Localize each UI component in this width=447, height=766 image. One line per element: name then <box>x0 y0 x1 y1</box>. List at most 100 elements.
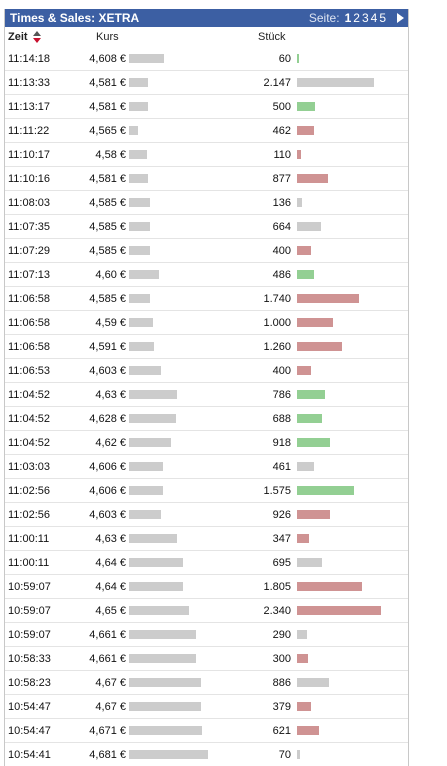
trade-price: 4,63 € <box>95 533 126 545</box>
column-header-zeit[interactable]: Zeit <box>8 31 28 43</box>
trade-time: 11:00:11 <box>8 557 50 569</box>
trade-time: 11:13:17 <box>8 101 51 113</box>
price-bar <box>129 462 163 471</box>
volume-bar <box>297 270 314 279</box>
trade-time: 10:54:41 <box>8 749 51 761</box>
column-header-row: Zeit Kurs Stück <box>5 27 408 47</box>
trade-row: 11:07:35 4,585 € 664 <box>5 215 408 239</box>
price-bar <box>129 78 148 87</box>
trade-price: 4,67 € <box>95 701 126 713</box>
trade-price: 4,591 € <box>89 341 126 353</box>
trade-row: 11:13:17 4,581 € 500 <box>5 95 408 119</box>
volume-bar <box>297 198 302 207</box>
sort-arrows-icon[interactable] <box>33 31 41 43</box>
trade-time: 11:06:58 <box>8 317 51 329</box>
trade-time: 10:59:07 <box>8 581 51 593</box>
volume-bar <box>297 126 314 135</box>
pager-label: Seite: <box>308 11 340 25</box>
trade-price: 4,606 € <box>89 461 126 473</box>
trade-price: 4,603 € <box>89 365 126 377</box>
price-bar <box>129 726 202 735</box>
trade-volume: 786 <box>272 389 291 401</box>
trade-row: 11:00:11 4,63 € 347 <box>5 527 408 551</box>
page-link-1[interactable]: 1 <box>344 11 352 25</box>
price-bar <box>129 342 154 351</box>
trade-volume: 486 <box>272 269 291 281</box>
trade-row: 11:02:56 4,603 € 926 <box>5 503 408 527</box>
trade-row: 10:59:07 4,65 € 2.340 <box>5 599 408 623</box>
trade-time: 11:04:52 <box>8 389 51 401</box>
volume-bar <box>297 486 354 495</box>
trade-volume: 688 <box>272 413 291 425</box>
price-bar <box>129 150 147 159</box>
trade-row: 11:03:03 4,606 € 461 <box>5 455 408 479</box>
column-header-kurs[interactable]: Kurs <box>96 31 119 43</box>
price-bar <box>129 534 177 543</box>
page-link-2[interactable]: 2 <box>353 11 360 25</box>
volume-bar <box>297 438 330 447</box>
trade-row: 11:07:13 4,60 € 486 <box>5 263 408 287</box>
trade-time: 11:13:33 <box>8 77 51 89</box>
trade-row: 11:06:58 4,591 € 1.260 <box>5 335 408 359</box>
trade-time: 11:06:58 <box>8 341 51 353</box>
trade-time: 11:00:11 <box>8 533 50 545</box>
price-bar <box>129 366 161 375</box>
page-link-3[interactable]: 3 <box>361 11 369 25</box>
column-header-stueck[interactable]: Stück <box>258 31 286 43</box>
trade-price: 4,671 € <box>89 725 126 737</box>
trade-volume: 110 <box>273 149 291 161</box>
trade-row: 10:54:47 4,67 € 379 <box>5 695 408 719</box>
trade-time: 11:07:13 <box>8 269 51 281</box>
page-link-4[interactable]: 4 <box>370 11 378 25</box>
trade-volume: 695 <box>272 557 291 569</box>
price-bar <box>129 414 176 423</box>
trade-row: 11:06:53 4,603 € 400 <box>5 359 408 383</box>
trade-price: 4,565 € <box>89 125 126 137</box>
trade-volume: 379 <box>272 701 291 713</box>
next-page-icon[interactable] <box>397 13 404 23</box>
trade-volume: 400 <box>272 245 291 257</box>
trade-volume: 462 <box>272 125 291 137</box>
price-bar <box>129 678 201 687</box>
trade-price: 4,603 € <box>89 509 126 521</box>
volume-bar <box>297 510 330 519</box>
trades-list: 11:14:18 4,608 €60 11:13:33 4,581 €2.147 11:… <box>5 47 408 766</box>
volume-bar <box>297 318 333 327</box>
trade-row: 11:10:17 4,58 € 110 <box>5 143 408 167</box>
trade-price: 4,62 € <box>95 437 126 449</box>
trade-volume: 2.340 <box>263 605 291 617</box>
price-bar <box>129 486 163 495</box>
price-bar <box>129 294 150 303</box>
trade-row: 11:04:52 4,62 € 918 <box>5 431 408 455</box>
price-bar <box>129 558 183 567</box>
volume-bar <box>297 54 299 63</box>
trade-volume: 500 <box>272 101 291 113</box>
trade-price: 4,585 € <box>89 197 126 209</box>
trade-row: 11:13:33 4,581 € 2.147 <box>5 71 408 95</box>
trade-time: 11:04:52 <box>8 413 51 425</box>
trade-row: 10:58:33 4,661 € 300 <box>5 647 408 671</box>
trade-row: 11:14:18 4,608 € 60 <box>5 47 408 71</box>
price-bar <box>129 630 196 639</box>
trade-volume: 400 <box>272 365 291 377</box>
trade-row: 10:54:47 4,671 € 621 <box>5 719 408 743</box>
trade-time: 10:59:07 <box>8 605 51 617</box>
trade-row: 11:04:52 4,628 € 688 <box>5 407 408 431</box>
price-bar <box>129 438 171 447</box>
volume-bar <box>297 534 309 543</box>
trade-time: 11:10:16 <box>8 173 51 185</box>
trade-row: 11:11:22 4,565 € 462 <box>5 119 408 143</box>
trade-row: 10:59:07 4,64 € 1.805 <box>5 575 408 599</box>
trade-row: 11:06:58 4,59 € 1.000 <box>5 311 408 335</box>
volume-bar <box>297 558 322 567</box>
trade-row: 10:54:41 4,681 € 70 <box>5 743 408 766</box>
volume-bar <box>297 678 329 687</box>
page-link-5[interactable]: 5 <box>379 11 386 25</box>
price-bar <box>129 750 208 759</box>
price-bar <box>129 582 183 591</box>
trade-volume: 461 <box>272 461 291 473</box>
trade-time: 10:54:47 <box>8 725 51 737</box>
volume-bar <box>297 102 315 111</box>
trade-volume: 877 <box>272 173 291 185</box>
